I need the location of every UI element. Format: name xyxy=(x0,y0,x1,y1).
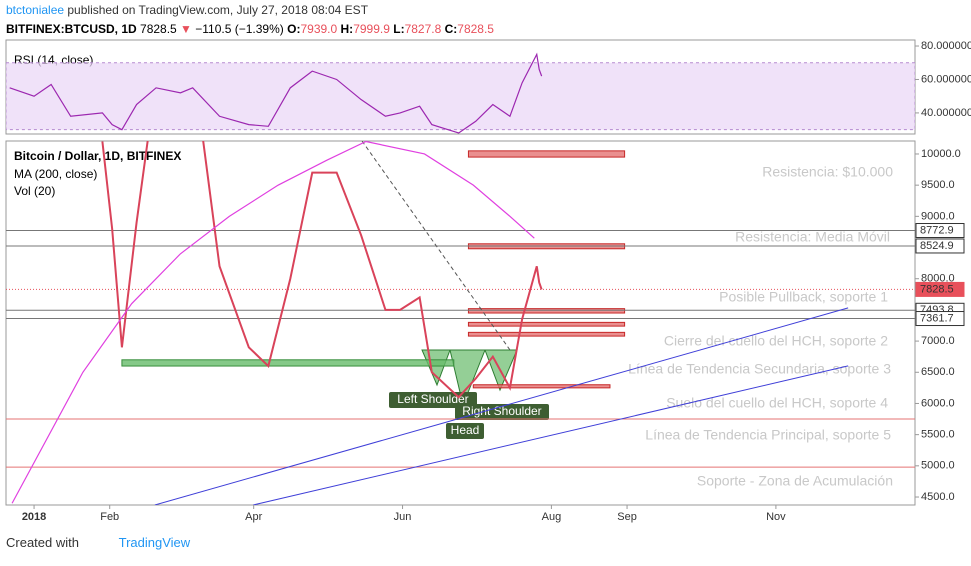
y-tick-label: 7000.0 xyxy=(921,335,955,347)
y-tick-label: 9000.0 xyxy=(921,210,955,222)
level-label: 8524.9 xyxy=(920,240,954,252)
main-panel xyxy=(5,140,916,506)
y-tick-label: 8000.0 xyxy=(921,273,955,285)
zone xyxy=(467,150,626,158)
rsi-band xyxy=(6,62,915,131)
ticker: BITFINEX:BTCUSD, 1D 7828.5 ▼ −110.5 (−1.… xyxy=(6,22,494,36)
label-box xyxy=(446,423,484,439)
h-label: H: xyxy=(341,22,354,36)
series-line xyxy=(11,141,535,504)
last: 7828.5 xyxy=(140,22,177,36)
level-box xyxy=(915,311,965,327)
trendline xyxy=(361,141,511,351)
y-tick-label: 5000.0 xyxy=(921,460,955,472)
x-tick-label: 2018 xyxy=(22,511,46,523)
l: 7827.8 xyxy=(405,22,442,36)
hch-pattern: Left Shoulder Head Right Shoulder xyxy=(389,349,549,439)
o-label: O: xyxy=(287,22,300,36)
y-tick-label: 6000.0 xyxy=(921,397,955,409)
footer: Created with TradingView xyxy=(6,535,190,550)
y-tick-label: 40.000000 xyxy=(921,107,971,119)
level-box xyxy=(915,281,965,297)
zone xyxy=(467,331,626,337)
zone xyxy=(467,308,626,314)
trendline xyxy=(154,307,849,505)
author[interactable]: btctonialee xyxy=(6,3,64,17)
rsi-line xyxy=(9,52,543,134)
y-tick-label: 6500.0 xyxy=(921,366,955,378)
h: 7999.9 xyxy=(353,22,390,36)
annotation: Cierre del cuello del HCH, soporte 2 xyxy=(664,333,888,349)
annotation: Resistencia: Media Móvil xyxy=(735,229,890,245)
y-tick-label: 80.000000 xyxy=(921,40,971,52)
y-tick-label: 5500.0 xyxy=(921,429,955,441)
label-box xyxy=(455,404,549,420)
annotation: Soporte - Zona de Acumulación xyxy=(697,473,893,489)
x-tick-label: Aug xyxy=(542,511,562,523)
shape xyxy=(449,349,486,407)
x-tick-label: Jun xyxy=(394,511,412,523)
footer-text: Created with xyxy=(6,535,79,550)
level-label: 7361.7 xyxy=(920,312,954,324)
x-tick-label: Apr xyxy=(245,511,262,523)
l-label: L: xyxy=(393,22,404,36)
level-box xyxy=(915,238,965,254)
zone xyxy=(472,384,611,389)
rsi-plot xyxy=(6,52,915,134)
legend-item: MA (200, close) xyxy=(14,167,97,181)
annotations: Resistencia: $10.000 Resistencia: Media … xyxy=(628,164,893,489)
x-tick-label: Sep xyxy=(617,511,637,523)
y-tick-label: 9500.0 xyxy=(921,179,955,191)
zone xyxy=(467,321,626,327)
annotation: Posible Pullback, soporte 1 xyxy=(719,289,888,305)
pattern-label: Head xyxy=(451,423,480,437)
zone xyxy=(121,359,455,367)
arrow: ▼ xyxy=(177,22,196,36)
shape xyxy=(421,349,451,387)
x-tick-label: Nov xyxy=(766,511,786,523)
annotation: Línea de Tendencia Secundaria, soporte 3 xyxy=(628,361,891,377)
header: btctonialee published on TradingView.com… xyxy=(6,3,369,17)
header-text: published on TradingView.com, July 27, 2… xyxy=(64,3,369,17)
x-tick-label: Feb xyxy=(100,511,119,523)
pattern-label: Right Shoulder xyxy=(462,404,541,418)
label-box xyxy=(389,392,477,408)
legend-item: Bitcoin / Dollar, 1D, BITFINEX xyxy=(14,149,181,163)
y-tick-label: 60.000000 xyxy=(921,73,971,85)
level-label: 7828.5 xyxy=(920,283,954,295)
trendline xyxy=(253,365,849,505)
legend-item: Vol (20) xyxy=(14,184,55,198)
symbol: BITFINEX:BTCUSD, 1D xyxy=(6,22,137,36)
series-line xyxy=(101,141,543,399)
annotation: Suelo del cuello del HCH, soporte 4 xyxy=(666,395,888,411)
y-tick-label: 10000.0 xyxy=(921,148,961,160)
change: −110.5 (−1.39%) xyxy=(195,22,284,36)
pattern-label: Left Shoulder xyxy=(397,392,468,406)
main-plot xyxy=(6,141,915,505)
level-label: 8772.9 xyxy=(920,224,954,236)
c-label: C: xyxy=(445,22,458,36)
o: 7939.0 xyxy=(300,22,337,36)
y-tick-label: 4500.0 xyxy=(921,491,955,503)
brand[interactable]: TradingView xyxy=(118,535,191,550)
annotation: Resistencia: $10.000 xyxy=(762,164,893,180)
annotation: Línea de Tendencia Principal, soporte 5 xyxy=(645,427,891,443)
c: 7828.5 xyxy=(457,22,494,36)
level-box xyxy=(915,223,965,239)
